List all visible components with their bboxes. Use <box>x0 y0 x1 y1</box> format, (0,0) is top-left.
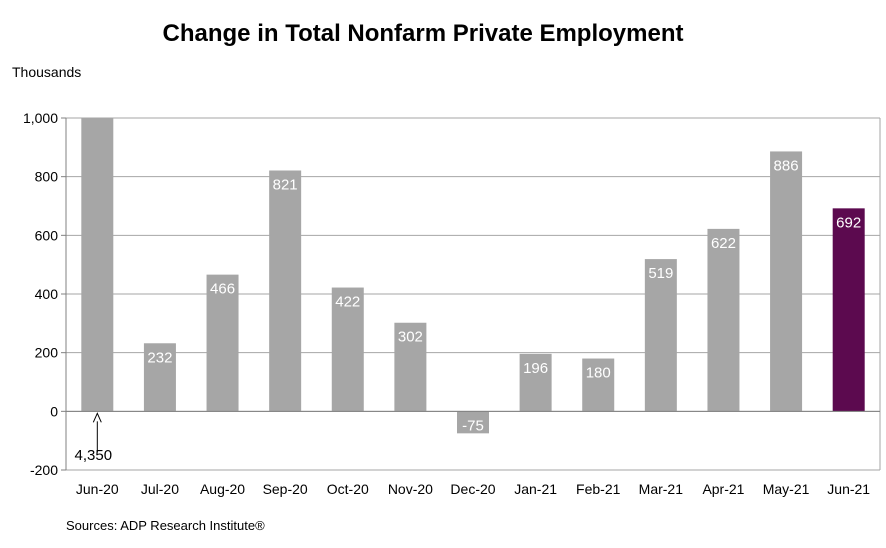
bar <box>707 228 740 412</box>
callout-arrow-head <box>92 412 102 423</box>
bar <box>81 118 114 412</box>
data-label: 4,350 <box>75 447 113 464</box>
y-tick-label: 800 <box>35 169 59 185</box>
x-tick-label: Mar-21 <box>639 481 684 497</box>
x-tick-label: May-21 <box>763 481 810 497</box>
y-tick-label: 200 <box>35 345 59 361</box>
data-label: 886 <box>774 157 799 174</box>
x-tick-label: Feb-21 <box>576 481 621 497</box>
x-tick-label: Jun-20 <box>76 481 119 497</box>
unit-label: Thousands <box>12 64 82 80</box>
data-label: 196 <box>523 360 548 377</box>
data-label: 519 <box>648 265 673 282</box>
x-tick-label: Jul-20 <box>141 481 179 497</box>
data-label: 232 <box>147 349 172 366</box>
y-tick-label: -200 <box>30 462 58 478</box>
y-tick-label: 400 <box>35 286 59 302</box>
data-label: -75 <box>462 417 484 434</box>
x-tick-label: Oct-20 <box>327 481 369 497</box>
data-label: 692 <box>836 214 861 231</box>
bar <box>770 151 803 412</box>
x-tick-label: Jun-21 <box>827 481 870 497</box>
data-label: 302 <box>398 329 423 346</box>
x-tick-label: Aug-20 <box>200 481 245 497</box>
data-label: 422 <box>335 294 360 311</box>
bar <box>206 274 239 412</box>
bar <box>644 259 677 412</box>
x-tick-label: Apr-21 <box>702 481 744 497</box>
bar <box>331 287 364 412</box>
bar <box>582 358 615 412</box>
data-label: 180 <box>586 365 611 382</box>
data-label: 466 <box>210 281 235 298</box>
bar <box>394 322 427 412</box>
bar <box>832 208 865 412</box>
x-tick-label: Sep-20 <box>263 481 308 497</box>
x-tick-label: Dec-20 <box>450 481 495 497</box>
data-label: 821 <box>273 177 298 194</box>
bar <box>457 411 489 434</box>
x-tick-label: Nov-20 <box>388 481 433 497</box>
y-tick-label: 600 <box>35 227 59 243</box>
x-tick-label: Jan-21 <box>514 481 557 497</box>
y-tick-label: 0 <box>50 403 58 419</box>
chart-title: Change in Total Nonfarm Private Employme… <box>162 20 684 47</box>
source-note: Sources: ADP Research Institute® <box>66 518 265 533</box>
bar <box>143 343 176 412</box>
data-label: 622 <box>711 235 736 252</box>
y-tick-label: 1,000 <box>23 110 58 126</box>
bar <box>519 353 552 412</box>
bar <box>269 170 302 412</box>
